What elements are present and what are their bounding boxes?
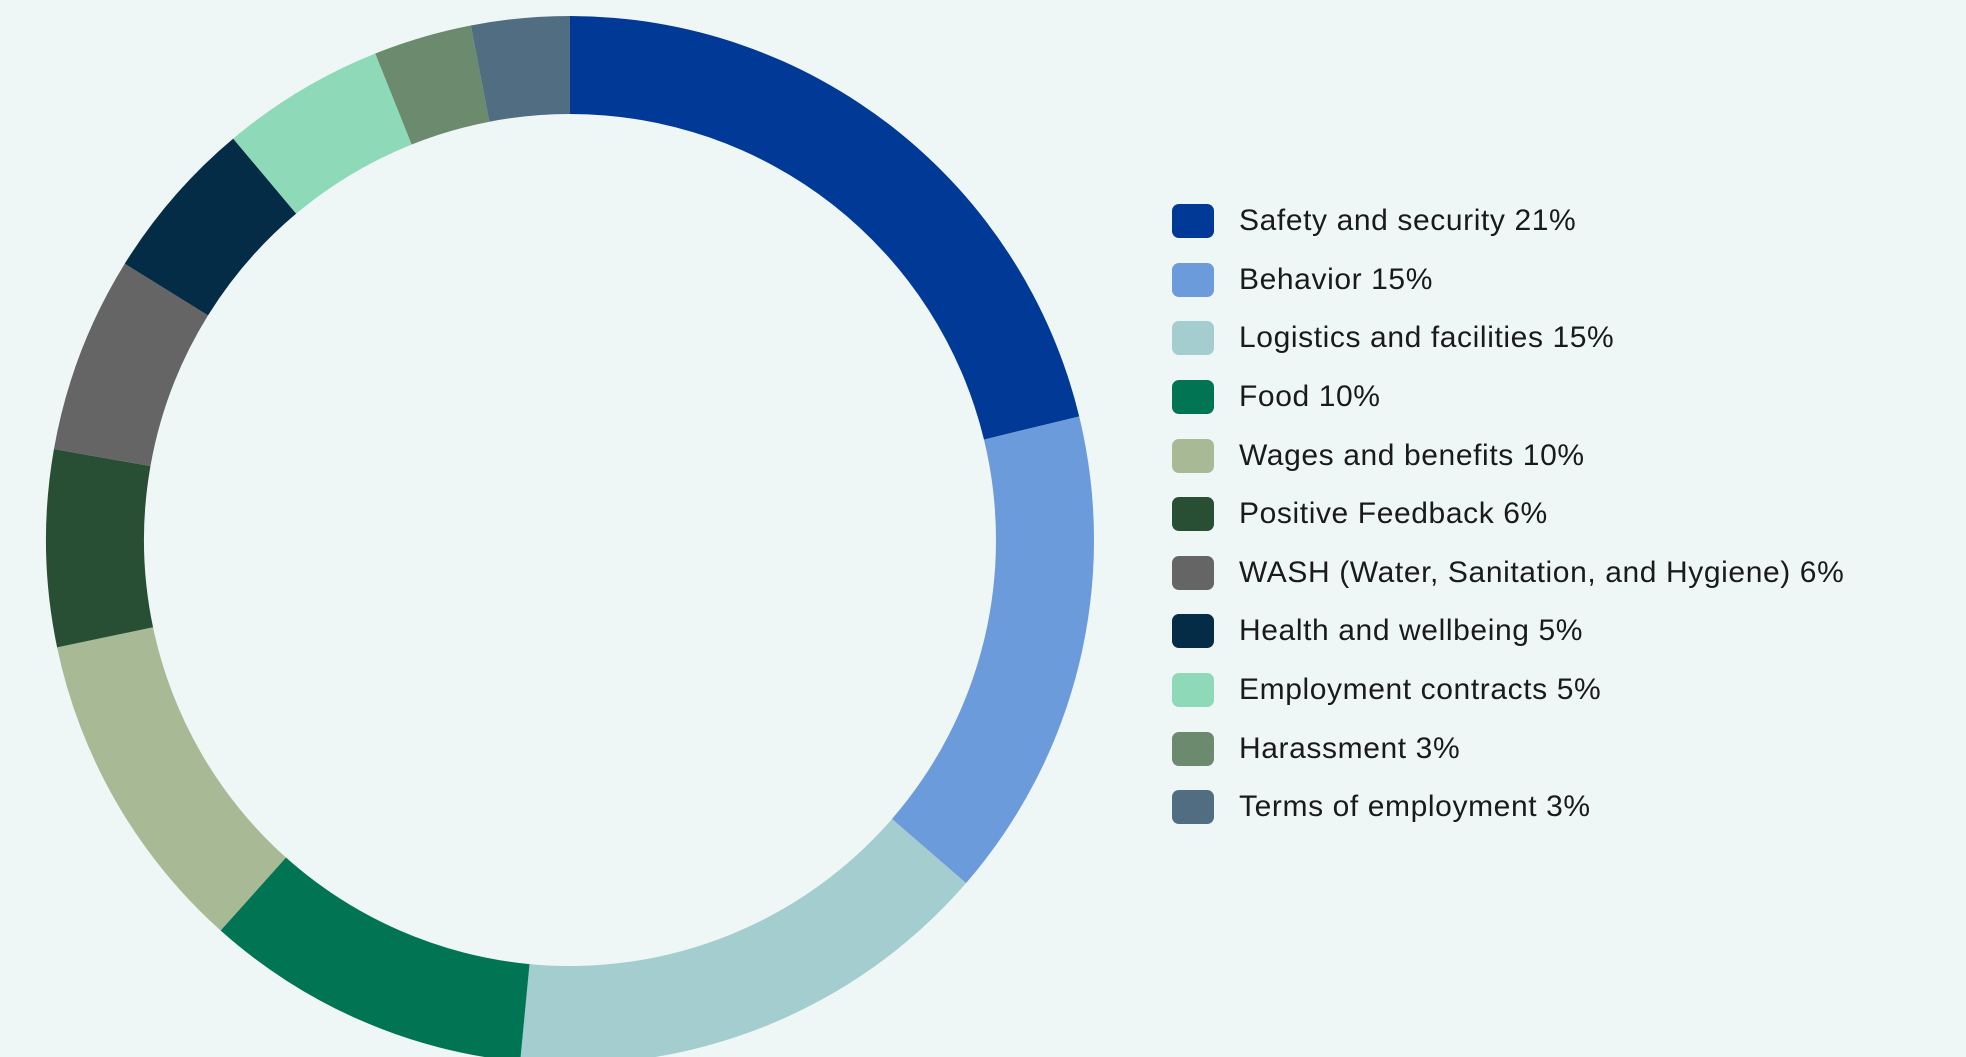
legend-item: Behavior 15% — [1172, 251, 1844, 310]
legend-swatch — [1172, 497, 1214, 532]
legend-item: Wages and benefits 10% — [1172, 426, 1844, 485]
legend-label: Health and wellbeing 5% — [1239, 614, 1584, 648]
legend-item: Logistics and facilities 15% — [1172, 309, 1844, 368]
legend-item: Safety and security 21% — [1172, 192, 1844, 251]
legend-swatch — [1172, 614, 1214, 649]
legend-item: Positive Feedback 6% — [1172, 485, 1844, 544]
legend-swatch — [1172, 380, 1214, 415]
legend-swatch — [1172, 204, 1214, 239]
legend-label: Terms of employment 3% — [1239, 790, 1591, 824]
donut-slice — [233, 53, 412, 214]
legend-swatch — [1172, 321, 1214, 356]
legend-swatch — [1172, 555, 1214, 590]
donut-slice — [470, 16, 570, 122]
legend-item: WASH (Water, Sanitation, and Hygiene) 6% — [1172, 544, 1844, 603]
donut-slice — [570, 16, 1080, 440]
legend-swatch — [1172, 673, 1214, 708]
legend-label: Logistics and facilities 15% — [1239, 321, 1615, 355]
legend-swatch — [1172, 262, 1214, 297]
legend-label: Safety and security 21% — [1239, 204, 1577, 238]
donut-slice — [375, 25, 490, 145]
donut-slice — [57, 627, 286, 931]
legend-label: Wages and benefits 10% — [1239, 438, 1585, 472]
legend-swatch — [1172, 731, 1214, 766]
legend-swatch — [1172, 438, 1214, 473]
legend-item: Terms of employment 3% — [1172, 778, 1844, 837]
legend-label: Harassment 3% — [1239, 731, 1461, 765]
donut-slice — [53, 263, 209, 467]
legend-label: Employment contracts 5% — [1239, 673, 1602, 707]
donut-slice — [124, 138, 297, 316]
legend-item: Food 10% — [1172, 368, 1844, 427]
donut-slice — [520, 818, 967, 1057]
legend-label: Food 10% — [1239, 380, 1381, 414]
legend-label: Positive Feedback 6% — [1239, 497, 1548, 531]
legend-item: Harassment 3% — [1172, 719, 1844, 778]
legend-label: Behavior 15% — [1239, 262, 1433, 296]
donut-slice — [891, 416, 1094, 884]
donut-slice — [220, 857, 530, 1057]
legend-item: Health and wellbeing 5% — [1172, 602, 1844, 661]
legend-item: Employment contracts 5% — [1172, 661, 1844, 720]
legend-swatch — [1172, 790, 1214, 825]
chart-legend: Safety and security 21% Behavior 15% Logis… — [1172, 192, 1844, 837]
donut-slice — [46, 449, 154, 648]
legend-label: WASH (Water, Sanitation, and Hygiene) 6% — [1239, 555, 1845, 589]
